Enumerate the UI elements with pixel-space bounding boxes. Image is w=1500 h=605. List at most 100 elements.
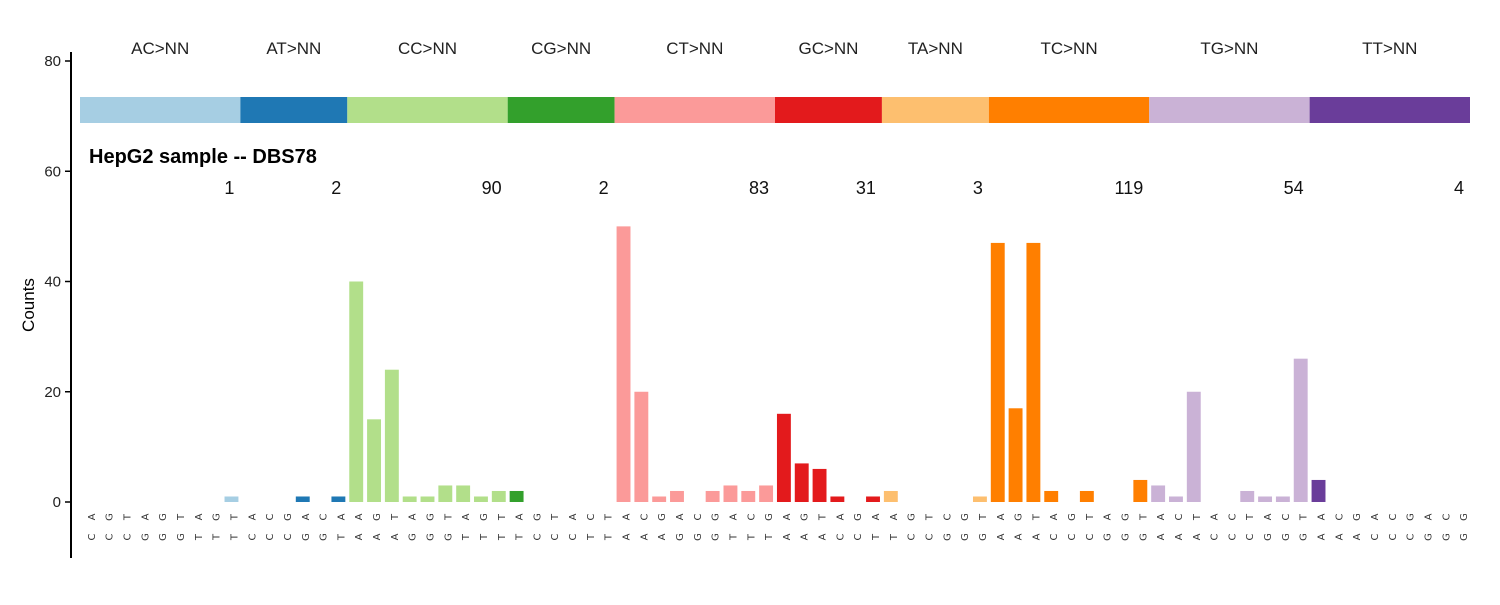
group-band-TC-to-NN xyxy=(988,97,1150,123)
bar xyxy=(1008,408,1023,502)
x-tick-label: A xyxy=(782,513,793,520)
x-tick-label: C xyxy=(265,513,276,520)
x-tick-label: C xyxy=(1085,533,1096,540)
x-tick-label: A xyxy=(675,513,686,520)
bar xyxy=(509,490,524,502)
x-tick-label: T xyxy=(461,533,472,541)
x-tick-label: A xyxy=(782,533,793,540)
x-tick-label: C xyxy=(123,533,134,540)
x-tick-label: C xyxy=(1227,513,1238,520)
group-total-label: 2 xyxy=(599,178,609,198)
group-band-GC-to-NN xyxy=(775,97,882,123)
x-tick-label: G xyxy=(960,533,971,541)
x-tick-label: T xyxy=(586,533,597,541)
x-tick-label: T xyxy=(604,513,615,521)
x-tick-label: C xyxy=(853,533,864,540)
bar xyxy=(776,413,791,502)
x-tick-label: G xyxy=(764,513,775,521)
bar xyxy=(331,496,346,502)
group-total-label: 83 xyxy=(749,178,769,198)
group-band-CG-to-NN xyxy=(507,97,615,123)
x-tick-label: A xyxy=(1370,513,1381,520)
group-total-label: 4 xyxy=(1454,178,1464,198)
bar xyxy=(491,490,506,502)
x-tick-label: G xyxy=(1459,533,1470,541)
x-tick-label: A xyxy=(622,513,633,520)
bar xyxy=(367,419,381,502)
x-tick-label: T xyxy=(497,533,508,541)
x-tick-label: G xyxy=(319,533,330,541)
bar xyxy=(1311,479,1326,502)
x-tick-label: T xyxy=(871,533,882,541)
x-tick-label: G xyxy=(1406,513,1417,521)
group-label: CG>NN xyxy=(531,39,591,58)
x-tick-label: C xyxy=(1067,533,1078,540)
x-tick-label: C xyxy=(550,533,561,540)
x-tick-label: A xyxy=(354,533,365,540)
x-tick-label: C xyxy=(924,533,935,540)
x-tick-label: G xyxy=(283,513,294,521)
bar xyxy=(1044,490,1059,502)
x-tick-label: T xyxy=(194,533,205,541)
x-tick-label: A xyxy=(336,513,347,520)
x-tick-label: A xyxy=(1192,533,1203,540)
bar xyxy=(1133,479,1148,502)
x-tick-label: A xyxy=(568,513,579,520)
bar xyxy=(670,490,684,502)
group-total-label: 3 xyxy=(973,178,983,198)
group-label: AT>NN xyxy=(266,39,321,58)
group-band-TG-to-NN xyxy=(1149,97,1310,123)
x-tick-label: G xyxy=(942,533,953,541)
x-tick-label: C xyxy=(1370,533,1381,540)
x-tick-label: A xyxy=(622,533,633,540)
group-total-label: 54 xyxy=(1284,178,1304,198)
x-tick-label: A xyxy=(354,513,365,520)
x-tick-label: T xyxy=(978,513,989,521)
bar xyxy=(812,468,827,502)
x-tick-label: A xyxy=(657,533,668,540)
group-band-AC-to-NN xyxy=(80,97,241,123)
bar xyxy=(1293,358,1308,502)
x-tick-label: G xyxy=(301,533,312,541)
x-tick-label: G xyxy=(978,533,989,541)
x-tick-label: T xyxy=(818,513,829,521)
group-total-label: 90 xyxy=(482,178,502,198)
bar xyxy=(420,496,435,502)
x-tick-label: G xyxy=(1121,513,1132,521)
x-tick-label: G xyxy=(105,513,116,521)
group-label: CC>NN xyxy=(398,39,457,58)
x-tick-label: C xyxy=(1174,513,1185,520)
y-tick-label: 0 xyxy=(53,494,61,511)
bar-layer xyxy=(224,226,1326,502)
bar xyxy=(438,485,453,502)
group-band-CT-to-NN xyxy=(614,97,775,123)
x-tick-label: G xyxy=(711,533,722,541)
bar xyxy=(616,226,631,502)
bar xyxy=(1079,490,1094,502)
x-tick-label: T xyxy=(728,533,739,541)
x-tick-label: T xyxy=(497,513,508,521)
group-label: TA>NN xyxy=(908,39,963,58)
x-tick-label: G xyxy=(711,513,722,521)
bar xyxy=(972,496,987,502)
x-tick-label: T xyxy=(515,533,526,541)
x-tick-label: A xyxy=(1103,513,1114,520)
bar xyxy=(759,485,774,502)
y-tick-label: 20 xyxy=(44,384,61,401)
x-tick-label: A xyxy=(1156,533,1167,540)
x-tick-label: T xyxy=(229,533,240,541)
x-tick-label: T xyxy=(176,513,187,521)
x-tick-label: T xyxy=(889,533,900,541)
x-tick-label: A xyxy=(1263,513,1274,520)
x-tick-label: T xyxy=(1245,513,1256,521)
x-tick-label: C xyxy=(1049,533,1060,540)
y-axis: 0 20 40 60 80 xyxy=(44,52,72,558)
x-tick-label: A xyxy=(247,513,258,520)
x-tick-label: T xyxy=(212,533,223,541)
x-tick-label: T xyxy=(550,513,561,521)
x-tick-label: A xyxy=(194,513,205,520)
x-tick-label: G xyxy=(907,513,918,521)
x-tick-label: A xyxy=(140,513,151,520)
x-tick-label: A xyxy=(1352,533,1363,540)
